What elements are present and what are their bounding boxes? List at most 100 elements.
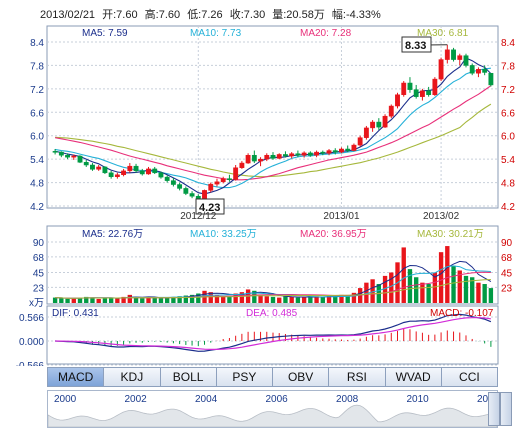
candle-body <box>164 176 170 181</box>
volume-bar <box>476 282 481 303</box>
volume-bar <box>71 298 76 303</box>
dif-line <box>55 313 492 352</box>
volume-grid <box>47 241 498 288</box>
quote-change: 幅:-4.33% <box>331 9 381 21</box>
low-annotation-label: 4.23 <box>199 202 220 214</box>
volume-bar <box>96 298 101 303</box>
volume-bar <box>277 297 282 303</box>
tab-macd[interactable]: MACD <box>47 367 104 387</box>
volume-bar <box>59 298 64 303</box>
navigator-handle-left[interactable] <box>488 392 500 426</box>
candle-body <box>108 172 114 177</box>
candle-body <box>58 151 64 156</box>
price-tick-right: 7.8 <box>501 61 515 72</box>
price-legend-ma5: MA5: 7.59 <box>82 28 128 39</box>
candle-body <box>451 49 456 60</box>
price-tick-right: 5.4 <box>501 155 515 166</box>
volume-bar <box>52 297 58 303</box>
volume-bar <box>90 297 95 303</box>
volume-bar <box>320 296 325 303</box>
quote-open: 开:7.60 <box>102 9 138 21</box>
volume-bar <box>264 296 269 303</box>
candle-body <box>214 181 220 185</box>
candle-body <box>264 154 270 160</box>
candle-body <box>102 166 108 174</box>
volume-bar <box>127 294 132 303</box>
volume-bar <box>457 270 462 303</box>
quote-header: 2013/02/21 开:7.60 高:7.60 低:7.26 收:7.30 量… <box>40 6 385 22</box>
volume-bar <box>482 284 487 303</box>
quote-close: 收:7.30 <box>229 9 266 21</box>
volume-bar <box>84 296 89 303</box>
price-tick-left: 8.4 <box>30 38 44 49</box>
candle-body <box>77 155 83 163</box>
volume-bar <box>152 297 157 303</box>
candle-body <box>177 184 183 189</box>
candle-body <box>65 154 70 158</box>
price-tick-right: 4.8 <box>501 179 515 190</box>
volume-bar <box>208 292 213 303</box>
volume-ma-line <box>55 279 491 299</box>
candle-body <box>357 137 363 146</box>
tab-obv[interactable]: OBV <box>272 367 329 387</box>
candle-body <box>363 127 369 138</box>
volume-bar <box>65 298 70 303</box>
timeline-navigator[interactable]: 2000 2002 2004 2006 2008 2010 2012 <box>47 390 498 428</box>
tab-boll[interactable]: BOLL <box>159 367 216 387</box>
candle-body <box>376 121 382 128</box>
volume-bar <box>463 275 469 303</box>
tab-wvad[interactable]: WVAD <box>384 367 441 387</box>
candle-body <box>133 165 139 172</box>
price-tick-right: 6.6 <box>501 108 515 119</box>
candle-body <box>419 90 425 97</box>
candle-body <box>233 167 239 180</box>
price-tick-left: 4.2 <box>30 202 44 213</box>
volume-bar <box>351 292 357 303</box>
candle-body <box>351 144 357 151</box>
volume-bar <box>164 297 170 303</box>
tab-psy[interactable]: PSY <box>215 367 272 387</box>
navigator-year-label: 2008 <box>336 394 359 405</box>
volume-tick-right: 68 <box>501 253 513 264</box>
candle-body <box>488 72 494 86</box>
volume-tick-labels: 90 90 68 68 45 45 23 23 x万 <box>29 238 513 309</box>
tab-kdj[interactable]: KDJ <box>103 367 160 387</box>
dea-line <box>55 317 491 350</box>
candle-body <box>444 49 450 60</box>
low-annotation-box <box>195 198 225 215</box>
volume-tick-left: 23 <box>33 283 45 294</box>
candle-body <box>438 59 444 80</box>
volume-bar <box>189 294 195 303</box>
volume-bar <box>121 296 126 303</box>
price-tick-right: 8.4 <box>501 38 515 49</box>
volume-bar <box>295 297 301 303</box>
candle-body <box>388 105 394 117</box>
volume-tick-right: 23 <box>501 283 513 294</box>
candle-body <box>220 178 226 183</box>
volume-bar <box>258 294 263 303</box>
candle-body <box>382 115 388 128</box>
volume-bar <box>270 296 276 303</box>
candle-body <box>469 65 475 74</box>
volume-tick-left: 68 <box>33 253 45 264</box>
candle-body <box>71 155 77 158</box>
price-legend-ma20: MA20: 7.28 <box>300 28 352 39</box>
tab-cci[interactable]: CCI <box>440 367 498 387</box>
volume-bar <box>389 272 394 303</box>
volume-bar <box>133 297 139 303</box>
high-annotation: 8.33 <box>401 36 448 53</box>
volume-legend-ma5: MA5: 22.76万 <box>82 229 143 240</box>
quote-date: 2013/02/21 <box>40 9 96 21</box>
navigator-handle-right[interactable] <box>500 392 512 426</box>
tab-rsi[interactable]: RSI <box>328 367 385 387</box>
volume-legend-ma10: MA10: 33.25万 <box>190 229 257 240</box>
macd-legend-dea: DEA: 0.485 <box>246 308 298 319</box>
volume-tick-left: 90 <box>33 238 45 249</box>
price-tick-left: 7.8 <box>30 61 44 72</box>
volume-bar <box>146 296 151 303</box>
navigator-year-label: 2012 <box>477 394 497 405</box>
volume-bar <box>233 293 238 303</box>
volume-bar <box>177 296 182 303</box>
quote-volume: 量:20.58万 <box>272 9 325 21</box>
candle-body <box>270 154 276 159</box>
